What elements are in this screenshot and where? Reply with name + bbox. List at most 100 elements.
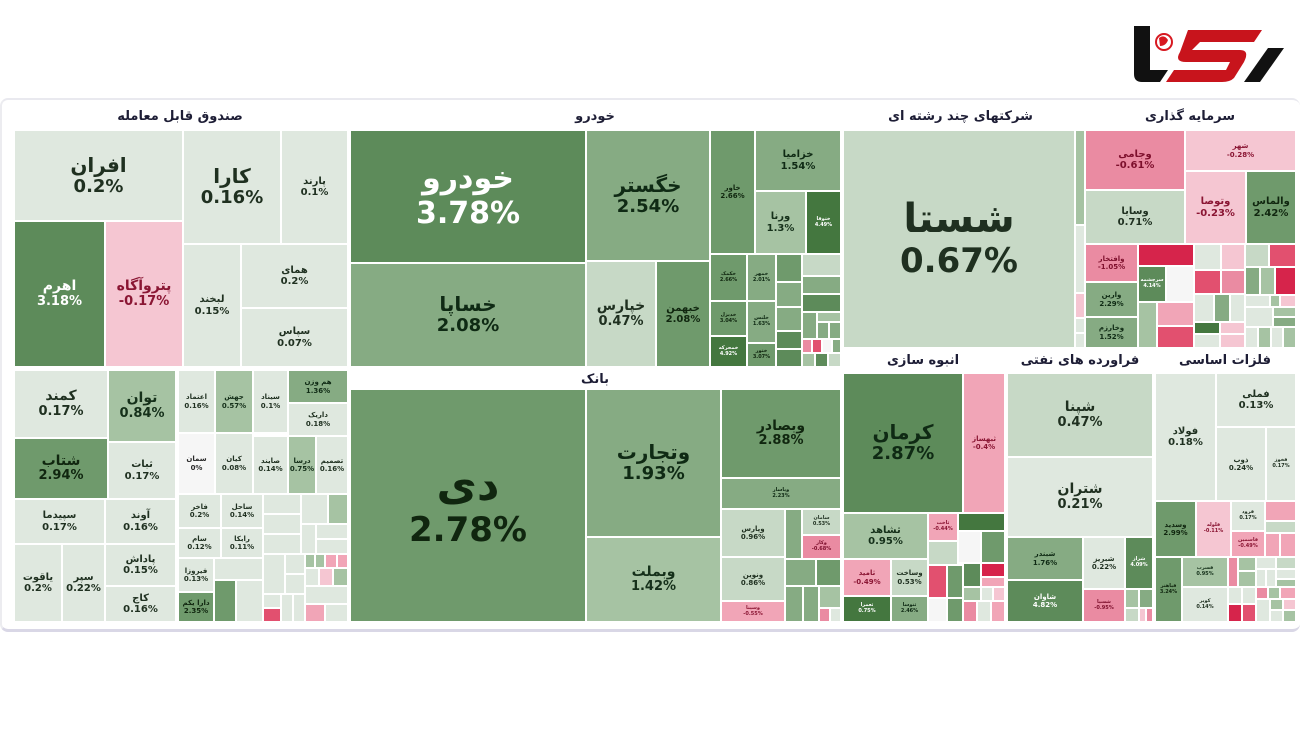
tile-met-small-7[interactable] [1238,571,1256,587]
tile-div-small-1[interactable] [1075,130,1085,225]
tile-auto-small-19[interactable] [828,353,841,367]
tile-khsapa[interactable]: خساپا 2.08% [350,263,586,367]
tile-saman-fund[interactable]: سمان 0% [178,433,215,494]
tile-pet-small-3[interactable] [1125,608,1139,622]
tile-met-small-10[interactable] [1256,569,1266,587]
tile-shaspa[interactable]: شسپا -0.95% [1083,589,1125,622]
tile-bank-small-5[interactable] [803,586,819,622]
tile-jahesh[interactable]: جهش 0.57% [215,370,253,433]
tile-inv-small-9[interactable] [1221,270,1245,294]
tile-met-small-22[interactable] [1270,599,1283,610]
tile-dorsa[interactable]: درسا 0.75% [288,436,316,494]
tile-div-small-3[interactable] [1075,293,1085,318]
tile-saman[interactable]: سامان 0.53% [802,509,841,535]
tile-inv-small-7[interactable] [1221,244,1245,270]
tile-small-etf-7[interactable] [301,494,328,524]
tile-div-small-5[interactable] [1075,333,1085,348]
tile-khkomak[interactable]: خکمک 2.66% [710,254,747,301]
tile-inv-small-3[interactable] [1138,302,1157,348]
tile-yaghoot[interactable]: یاقوت 0.2% [14,544,62,622]
tile-auto-small-18[interactable] [815,353,828,367]
tile-met-small-16[interactable] [1228,604,1242,622]
tile-shabriz[interactable]: شبریز 0.22% [1083,537,1125,589]
tile-inv-small-27[interactable] [1273,317,1296,327]
tile-small-etf-11[interactable] [316,539,348,554]
tile-shiraz[interactable]: شراز 4.09% [1125,537,1153,589]
tile-valmas[interactable]: والماس 2.42% [1246,171,1296,244]
tile-small-etf-12[interactable] [263,554,285,594]
tile-con-small-13[interactable] [981,587,993,601]
tile-foolad[interactable]: فولاد 0.18% [1155,373,1216,501]
tile-small-etf-1[interactable] [214,558,263,580]
tile-khlens[interactable]: خلنس 1.63% [747,301,776,343]
tile-met-small-12[interactable] [1276,569,1296,579]
tile-sakht[interactable]: ثاخت -0.44% [928,513,958,541]
tile-small-etf-10[interactable] [316,524,348,539]
tile-shetab[interactable]: شتاب 2.94% [14,438,108,499]
tile-con-small-14[interactable] [993,587,1005,601]
tile-dara-yekom[interactable]: دارا یکم 2.35% [178,592,214,622]
tile-small-etf-18[interactable] [293,594,305,622]
tile-afran[interactable]: افران 0.2% [14,130,183,221]
tile-small-etf-22[interactable] [337,554,348,568]
tile-met-small-5[interactable] [1228,557,1238,587]
tile-inv-small-28[interactable] [1245,327,1258,348]
tile-con-small-10[interactable] [981,563,1005,577]
tile-inv-small-5[interactable] [1157,326,1194,348]
tile-small-etf-3[interactable] [236,580,263,622]
tile-vsadid[interactable]: وسدید 2.99% [1155,501,1196,557]
tile-samra[interactable]: ثعمرا 0.75% [843,596,891,622]
tile-khgostar[interactable]: خگستر 2.54% [586,130,710,261]
tile-labkhand[interactable]: لبخند 0.15% [183,244,241,367]
tile-fasorb[interactable]: فسرب 0.95% [1182,557,1228,587]
tile-con-small-9[interactable] [963,563,981,587]
tile-sabat[interactable]: ثبات 0.17% [108,442,176,499]
tile-sepidma[interactable]: سپیدما 0.17% [14,499,105,544]
tile-con-small-15[interactable] [963,601,977,622]
tile-avand[interactable]: آوند 0.16% [105,499,176,544]
tile-vpasar[interactable]: وپاسار 2.23% [721,478,841,509]
tile-small-etf-13[interactable] [285,554,305,574]
tile-con-small-11[interactable] [981,577,1005,587]
tile-auto-small-11[interactable] [817,322,829,339]
tile-zob[interactable]: ذوب 0.24% [1216,427,1266,501]
tile-bank-small-6[interactable] [819,586,841,608]
tile-inv-small-4[interactable] [1157,302,1194,326]
tile-vsakht[interactable]: وساخت 0.53% [891,559,928,596]
tile-bank-small-4[interactable] [785,586,803,622]
tile-auto-small-9[interactable] [802,312,817,339]
tile-met-small-19[interactable] [1268,587,1280,599]
tile-day[interactable]: دی 2.78% [350,389,586,622]
tile-varin[interactable]: وارین 2.29% [1085,282,1138,317]
tile-vjami[interactable]: وجامی -0.61% [1085,130,1185,190]
tile-small-etf-2[interactable] [214,580,236,622]
tile-met-small-18[interactable] [1256,587,1268,599]
tile-vsapa[interactable]: وسایا 0.71% [1085,190,1185,244]
tile-khmoharreke[interactable]: خمحرکه 4.92% [710,336,747,367]
tile-auto-small-17[interactable] [802,353,815,367]
tile-forood[interactable]: فرود 0.17% [1231,501,1265,531]
tile-shasta[interactable]: شستا 0.67% [843,130,1075,348]
tile-ahrom[interactable]: اهرم 3.18% [14,221,105,367]
tile-small-etf-19[interactable] [305,554,315,568]
tile-pet-small-4[interactable] [1139,608,1146,622]
tile-inv-small-31[interactable] [1283,327,1296,348]
tile-small-etf-5[interactable] [263,514,301,534]
tile-inv-small-17[interactable] [1245,244,1269,267]
tile-inv-small-8[interactable] [1194,270,1221,294]
tile-small-etf-17[interactable] [281,594,293,622]
tile-bank-small-1[interactable] [785,509,802,559]
tile-vaftekhar[interactable]: وافتخار -1.05% [1085,244,1138,282]
tile-con-small-17[interactable] [991,601,1005,622]
tile-div-small-4[interactable] [1075,318,1085,333]
tile-inv-small-2[interactable] [1166,266,1194,302]
tile-sahel[interactable]: ساحل 0.14% [221,494,263,528]
tile-sarcheshmeh[interactable]: سرچشمه 4.14% [1138,266,1166,302]
tile-met-small-13[interactable] [1276,579,1296,587]
tile-met-small-25[interactable] [1283,610,1296,622]
tile-sinad[interactable]: سیناد 0.1% [253,370,288,433]
tile-met-small-8[interactable] [1256,557,1276,569]
tile-auto-small-3[interactable] [776,307,802,331]
tile-con-small-12[interactable] [963,587,981,601]
tile-con-small-8[interactable] [981,531,1005,563]
